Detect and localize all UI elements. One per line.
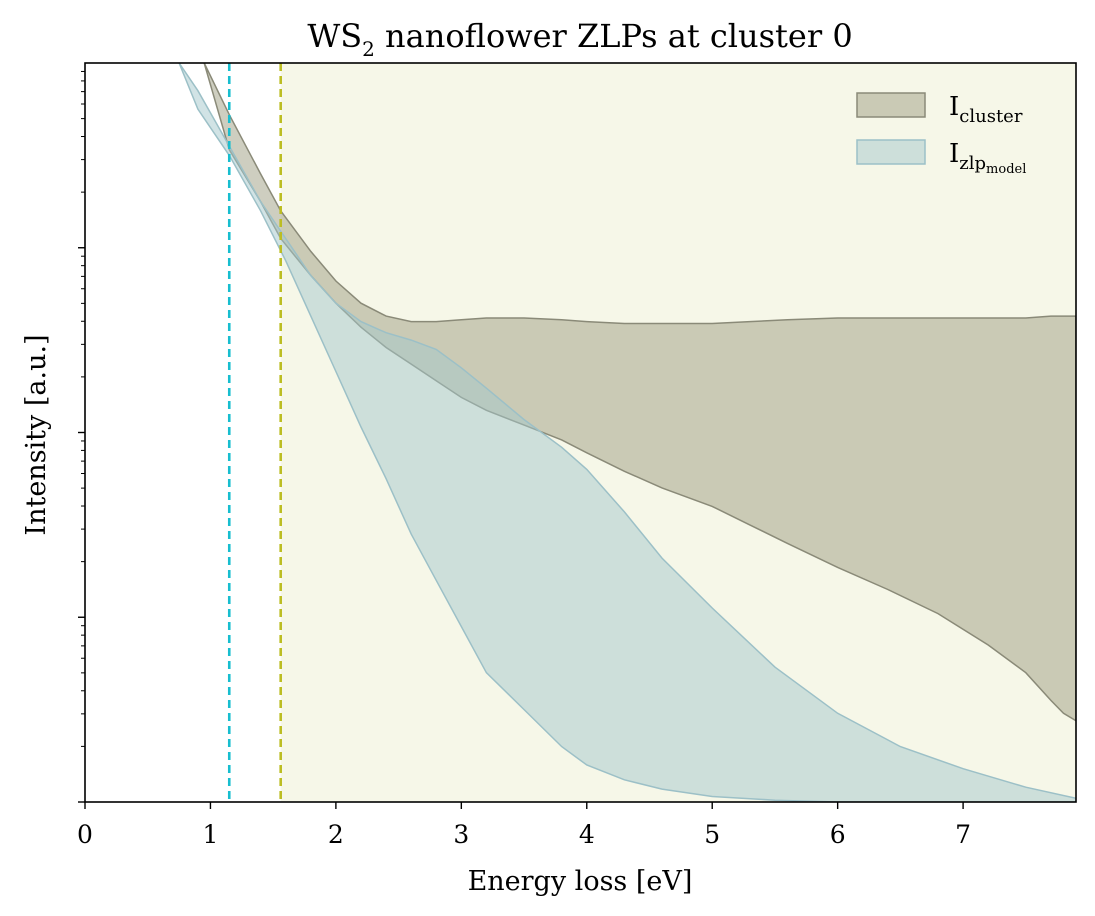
x-tick-label: 1 (202, 820, 218, 849)
legend: Icluster Izlpmodel (856, 92, 1026, 177)
x-tick-label: 3 (453, 820, 469, 849)
legend-label-cluster: Icluster (949, 92, 1023, 127)
x-tick-label: 6 (830, 820, 846, 849)
chart-title: WS2 nanoflower ZLPs at cluster 0 (307, 17, 852, 61)
legend-label-zlp-model: Izlpmodel (949, 139, 1026, 177)
x-tick-label: 5 (704, 820, 720, 849)
x-tick-label: 2 (328, 820, 344, 849)
x-axis-label: Energy loss [eV] (468, 866, 693, 897)
plot-area (84, 62, 1077, 803)
legend-swatch-zlp-model (856, 139, 926, 165)
legend-swatch-cluster (856, 92, 926, 118)
y-axis-label: Intensity [a.u.] (21, 334, 52, 535)
x-tick-label: 4 (579, 820, 595, 849)
x-axis: 0 1 2 3 4 5 6 7 (77, 802, 971, 849)
y-axis (78, 70, 85, 803)
series-band-zlp-model (178, 63, 1076, 802)
x-tick-label: 7 (955, 820, 971, 849)
x-tick-label: 0 (77, 820, 93, 849)
